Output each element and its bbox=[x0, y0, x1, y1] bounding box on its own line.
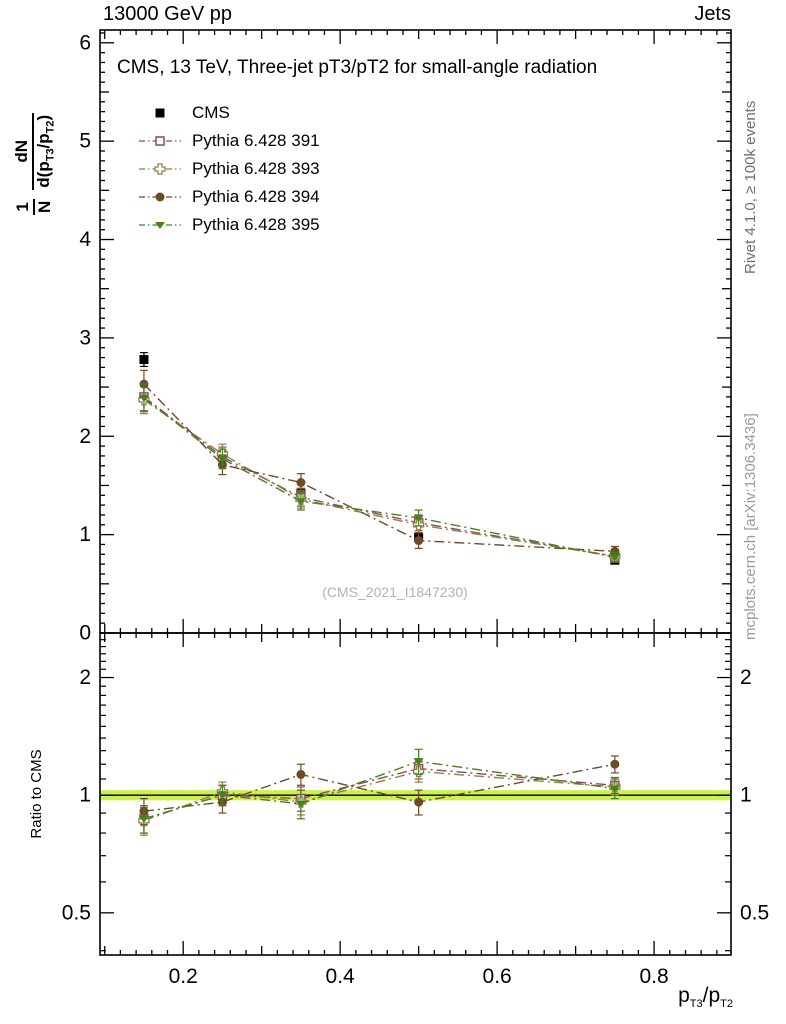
ylabel-den2-a: d(p bbox=[33, 161, 53, 188]
xlabel-sub2: T2 bbox=[720, 998, 733, 1011]
svg-text:0.5: 0.5 bbox=[62, 901, 91, 924]
xlabel-p2: /p bbox=[702, 984, 721, 1007]
panel-frames bbox=[99, 29, 732, 956]
svg-text:3: 3 bbox=[79, 326, 91, 349]
ratio-y-axis-ticks: 0.5 0.5 1 1 2 2 bbox=[62, 639, 769, 952]
triangle-down-filled-legend-marker-icon bbox=[139, 222, 181, 229]
xlabel-sub1: T3 bbox=[689, 998, 703, 1011]
svg-text:0.8: 0.8 bbox=[639, 965, 668, 988]
main-y-axis-ticks: 0 1 2 3 4 5 6 bbox=[79, 31, 731, 645]
x-axis-ticks bbox=[104, 30, 718, 633]
square-filled-legend-marker-icon bbox=[155, 108, 165, 118]
cross-open-legend-marker-icon bbox=[139, 163, 181, 175]
svg-text:0: 0 bbox=[79, 622, 91, 645]
square-open-legend-marker-icon bbox=[139, 136, 181, 146]
xlabel-p1: p bbox=[678, 984, 690, 1007]
ratio-y-axis-label: Ratio to CMS bbox=[28, 749, 45, 839]
ylabel-num2: dN bbox=[11, 112, 34, 190]
legend-label: Pythia 6.428 391 bbox=[192, 131, 320, 150]
svg-text:2: 2 bbox=[79, 666, 91, 689]
ylabel-den2: d(pT3/pT2) bbox=[34, 113, 56, 190]
ratio-series-pythia-6-428-395 bbox=[138, 748, 620, 834]
header-beam-label: 13000 GeV pp bbox=[103, 3, 232, 25]
legend-label: Pythia 6.428 395 bbox=[192, 215, 320, 234]
main-series-pythia-6-428-391 bbox=[139, 382, 620, 562]
ylabel-den2-b: /p bbox=[33, 133, 53, 149]
main-series-pythia-6-428-394 bbox=[139, 369, 620, 557]
main-series-pythia-6-428-395 bbox=[138, 383, 620, 563]
main-series-cms bbox=[139, 352, 620, 565]
ratio-reference-band bbox=[100, 790, 731, 801]
svg-text:0.2: 0.2 bbox=[169, 965, 198, 988]
ylabel-den2-sub1: T3 bbox=[44, 148, 57, 162]
ylabel-den2-sub2: T2 bbox=[44, 120, 57, 134]
x-axis-label: pT3/pT2 bbox=[678, 984, 733, 1010]
rivet-version-label: Rivet 4.1.0, ≥ 100k events bbox=[742, 100, 759, 274]
ylabel-den1: N bbox=[35, 200, 54, 213]
svg-text:4: 4 bbox=[79, 228, 91, 251]
mcplots-attribution-label: mcplots.cern.ch [arXiv:1306.3436] bbox=[742, 413, 759, 640]
legend-item: Pythia 6.428 391 bbox=[137, 127, 320, 155]
legend-item: Pythia 6.428 394 bbox=[137, 183, 320, 211]
ylabel-num1: 1 bbox=[13, 198, 35, 215]
svg-text:2: 2 bbox=[740, 666, 752, 689]
circle-filled-legend-marker-icon bbox=[139, 192, 181, 202]
ylabel-fraction-one-over-n: 1 N bbox=[13, 198, 55, 215]
legend-item: CMS bbox=[137, 99, 320, 127]
legend: CMS Pythia 6.428 391 Pythia 6.428 393 Pythi… bbox=[137, 99, 320, 239]
legend-label: CMS bbox=[192, 103, 230, 122]
analysis-id-watermark: (CMS_2021_I1847230) bbox=[322, 584, 468, 600]
ylabel-den2-c: ) bbox=[33, 114, 53, 121]
svg-text:5: 5 bbox=[79, 130, 91, 153]
svg-text:0.6: 0.6 bbox=[483, 965, 512, 988]
legend-label: Pythia 6.428 394 bbox=[192, 187, 320, 206]
svg-text:1: 1 bbox=[740, 784, 752, 807]
svg-text:2: 2 bbox=[79, 425, 91, 448]
main-y-axis-label: 1 N dN d(pT3/pT2) bbox=[4, 30, 64, 215]
svg-text:0.5: 0.5 bbox=[740, 901, 769, 924]
main-series-pythia-6-428-393 bbox=[138, 385, 621, 562]
svg-text:1: 1 bbox=[79, 784, 91, 807]
ylabel-fraction-dn: dN d(pT3/pT2) bbox=[11, 112, 56, 190]
legend-item: Pythia 6.428 393 bbox=[137, 155, 320, 183]
legend-item: Pythia 6.428 395 bbox=[137, 211, 320, 239]
svg-text:6: 6 bbox=[79, 31, 91, 54]
svg-text:0.4: 0.4 bbox=[326, 965, 356, 988]
x-axis-ticks: 0.2 0.4 0.6 0.8 bbox=[104, 633, 718, 988]
plot-title: CMS, 13 TeV, Three-jet pT3/pT2 for small… bbox=[117, 57, 598, 78]
header-observable-label: Jets bbox=[694, 3, 731, 25]
svg-text:1: 1 bbox=[79, 523, 91, 546]
legend-label: Pythia 6.428 393 bbox=[192, 159, 320, 178]
